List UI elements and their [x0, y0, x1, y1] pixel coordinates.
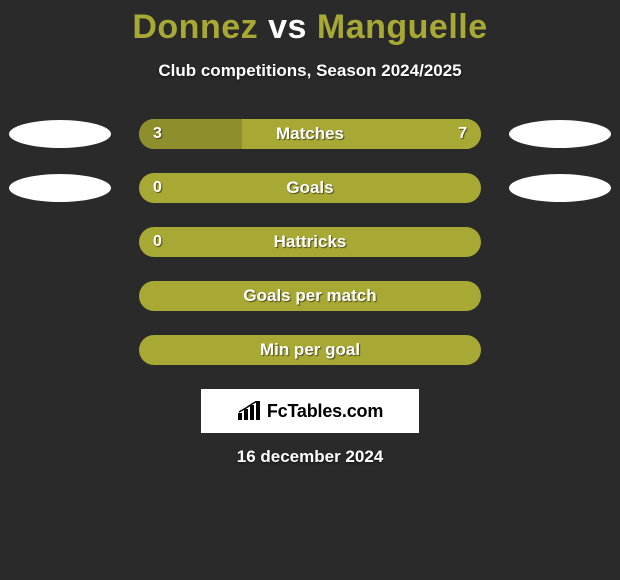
- left-ellipse: [9, 174, 111, 202]
- page-title: Donnez vs Manguelle: [0, 8, 620, 47]
- stat-bar: Goals per match: [139, 281, 481, 311]
- stat-bar: Min per goal: [139, 335, 481, 365]
- stat-row: 0Goals: [0, 173, 620, 203]
- logo: FcTables.com: [237, 401, 383, 422]
- bar-label: Goals: [139, 173, 481, 203]
- title-player2: Manguelle: [317, 8, 488, 46]
- bar-label: Goals per match: [139, 281, 481, 311]
- stat-row: Min per goal: [0, 335, 620, 365]
- date: 16 december 2024: [0, 447, 620, 467]
- logo-text: FcTables.com: [267, 401, 383, 422]
- bar-label: Min per goal: [139, 335, 481, 365]
- stat-bar: 0Hattricks: [139, 227, 481, 257]
- stat-bar: 0Goals: [139, 173, 481, 203]
- stat-row: 37Matches: [0, 119, 620, 149]
- left-ellipse: [9, 120, 111, 148]
- comparison-widget: Donnez vs Manguelle Club competitions, S…: [0, 0, 620, 467]
- bar-label: Matches: [139, 119, 481, 149]
- bar-label: Hattricks: [139, 227, 481, 257]
- subtitle: Club competitions, Season 2024/2025: [0, 61, 620, 81]
- right-ellipse: [509, 174, 611, 202]
- logo-box: FcTables.com: [201, 389, 419, 433]
- stat-row: Goals per match: [0, 281, 620, 311]
- title-player1: Donnez: [132, 8, 258, 46]
- stat-rows: 37Matches 0Goals 0Hattricks Goals per match…: [0, 119, 620, 365]
- stat-row: 0Hattricks: [0, 227, 620, 257]
- chart-icon: [237, 401, 263, 421]
- title-vs: vs: [268, 8, 307, 46]
- right-ellipse: [509, 120, 611, 148]
- stat-bar: 37Matches: [139, 119, 481, 149]
